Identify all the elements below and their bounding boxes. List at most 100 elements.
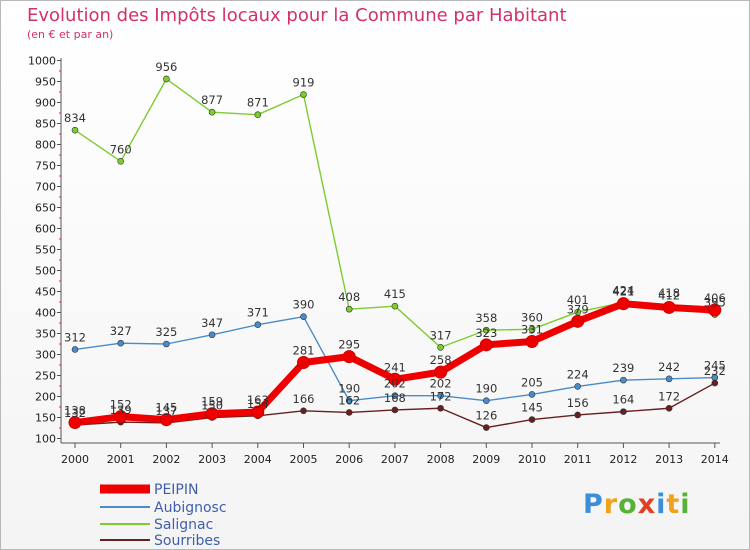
data-point-sourribes xyxy=(437,404,444,412)
y-tick-label: 300 xyxy=(35,349,56,362)
x-tick-label: 2005 xyxy=(290,453,318,466)
x-tick-label: 2008 xyxy=(427,453,455,466)
data-point-sourribes xyxy=(574,411,582,419)
data-point-aubignosc xyxy=(345,397,353,405)
data-label-peipin: 159 xyxy=(201,395,223,409)
logo-letter: i xyxy=(680,489,691,520)
data-label-sourribes: 232 xyxy=(704,364,726,378)
logo-letter: i xyxy=(656,489,667,520)
data-label-sourribes: 172 xyxy=(658,389,680,403)
data-point-salignac xyxy=(482,326,490,334)
data-point-sourribes xyxy=(665,404,673,412)
legend-label-sourribes: Sourribes xyxy=(154,533,220,549)
data-label-aubignosc: 390 xyxy=(293,298,315,312)
data-label-aubignosc: 242 xyxy=(658,360,680,374)
y-tick-label: 750 xyxy=(35,160,56,173)
data-point-peipin xyxy=(388,372,402,386)
data-point-peipin xyxy=(342,350,356,364)
data-label-aubignosc: 239 xyxy=(612,361,634,375)
legend-label-salignac: Salignac xyxy=(154,517,213,533)
data-label-salignac: 317 xyxy=(430,328,452,342)
data-point-salignac xyxy=(391,302,399,310)
data-label-salignac: 834 xyxy=(64,111,86,125)
data-label-peipin: 323 xyxy=(475,326,497,340)
data-label-sourribes: 132 xyxy=(64,406,86,420)
logo-letter: x xyxy=(637,489,657,520)
data-label-peipin: 241 xyxy=(384,360,406,374)
data-label-salignac: 395 xyxy=(704,296,726,310)
data-label-aubignosc: 371 xyxy=(247,306,269,320)
data-point-aubignosc xyxy=(574,383,582,390)
data-label-aubignosc: 190 xyxy=(475,382,497,396)
data-label-peipin: 421 xyxy=(612,285,634,299)
data-point-aubignosc xyxy=(528,391,536,398)
data-label-sourribes: 150 xyxy=(201,399,223,413)
chart-title: Evolution des Impôts locaux pour la Comm… xyxy=(27,5,567,26)
data-point-aubignosc xyxy=(71,346,79,353)
y-tick-label: 250 xyxy=(35,370,56,383)
data-label-aubignosc: 190 xyxy=(338,382,360,396)
y-tick-label: 350 xyxy=(35,328,56,341)
y-tick-label: 200 xyxy=(35,391,56,404)
data-label-salignac: 408 xyxy=(338,290,360,304)
x-tick-label: 2001 xyxy=(107,453,135,466)
data-point-sourribes xyxy=(391,406,399,414)
data-point-sourribes xyxy=(620,408,627,415)
data-point-salignac xyxy=(254,111,262,118)
data-label-aubignosc: 347 xyxy=(201,316,223,330)
y-tick-label: 950 xyxy=(35,76,56,89)
x-tick-label: 2014 xyxy=(701,453,729,466)
data-label-sourribes: 154 xyxy=(247,397,269,411)
legend-label-peipin: PEIPIN xyxy=(154,482,198,498)
data-label-salignac: 919 xyxy=(293,76,315,90)
y-tick-label: 700 xyxy=(35,181,56,194)
y-tick-label: 1000 xyxy=(28,55,56,68)
data-label-salignac: 418 xyxy=(658,286,680,300)
data-point-peipin xyxy=(159,413,173,427)
data-point-aubignosc xyxy=(391,392,399,399)
y-tick-label: 100 xyxy=(35,433,56,446)
data-label-sourribes: 168 xyxy=(384,391,406,405)
data-label-peipin: 295 xyxy=(338,338,360,352)
data-label-sourribes: 156 xyxy=(567,396,589,410)
x-tick-label: 2012 xyxy=(609,453,637,466)
y-tick-label: 900 xyxy=(35,97,56,110)
y-tick-label: 450 xyxy=(35,286,56,299)
y-tick-label: 150 xyxy=(35,412,56,425)
data-point-salignac xyxy=(163,75,170,83)
y-tick-label: 850 xyxy=(35,118,56,131)
data-label-aubignosc: 224 xyxy=(567,367,589,381)
data-label-sourribes: 137 xyxy=(155,404,177,418)
data-point-peipin xyxy=(114,410,128,424)
data-point-aubignosc xyxy=(208,331,216,339)
data-point-salignac xyxy=(208,108,216,116)
data-label-aubignosc: 205 xyxy=(521,375,543,389)
data-label-salignac: 358 xyxy=(475,311,497,325)
data-point-peipin xyxy=(297,355,310,369)
legend-label-aubignosc: Aubignosc xyxy=(154,500,227,516)
data-point-aubignosc xyxy=(163,340,170,348)
data-point-salignac xyxy=(437,344,444,351)
data-label-salignac: 877 xyxy=(201,93,223,107)
x-tick-label: 2000 xyxy=(61,453,89,466)
chart-subtitle: (en € et par an) xyxy=(27,28,114,41)
data-point-sourribes xyxy=(345,409,353,416)
data-label-peipin: 152 xyxy=(110,398,132,412)
data-point-peipin xyxy=(708,303,722,317)
x-tick-label: 2003 xyxy=(198,453,226,466)
data-point-peipin xyxy=(525,334,539,348)
data-label-sourribes: 164 xyxy=(612,393,634,407)
data-label-sourribes: 145 xyxy=(521,401,543,415)
data-label-peipin: 281 xyxy=(293,343,315,357)
y-tick-label: 550 xyxy=(35,244,56,257)
data-label-peipin: 412 xyxy=(658,288,680,302)
data-label-aubignosc: 202 xyxy=(430,377,452,391)
logo-letter: P xyxy=(583,489,604,520)
data-label-sourribes: 166 xyxy=(293,392,315,406)
x-tick-label: 2002 xyxy=(152,453,180,466)
data-label-peipin: 138 xyxy=(64,404,86,418)
y-tick-label: 600 xyxy=(35,223,56,236)
data-label-sourribes: 172 xyxy=(430,389,452,403)
